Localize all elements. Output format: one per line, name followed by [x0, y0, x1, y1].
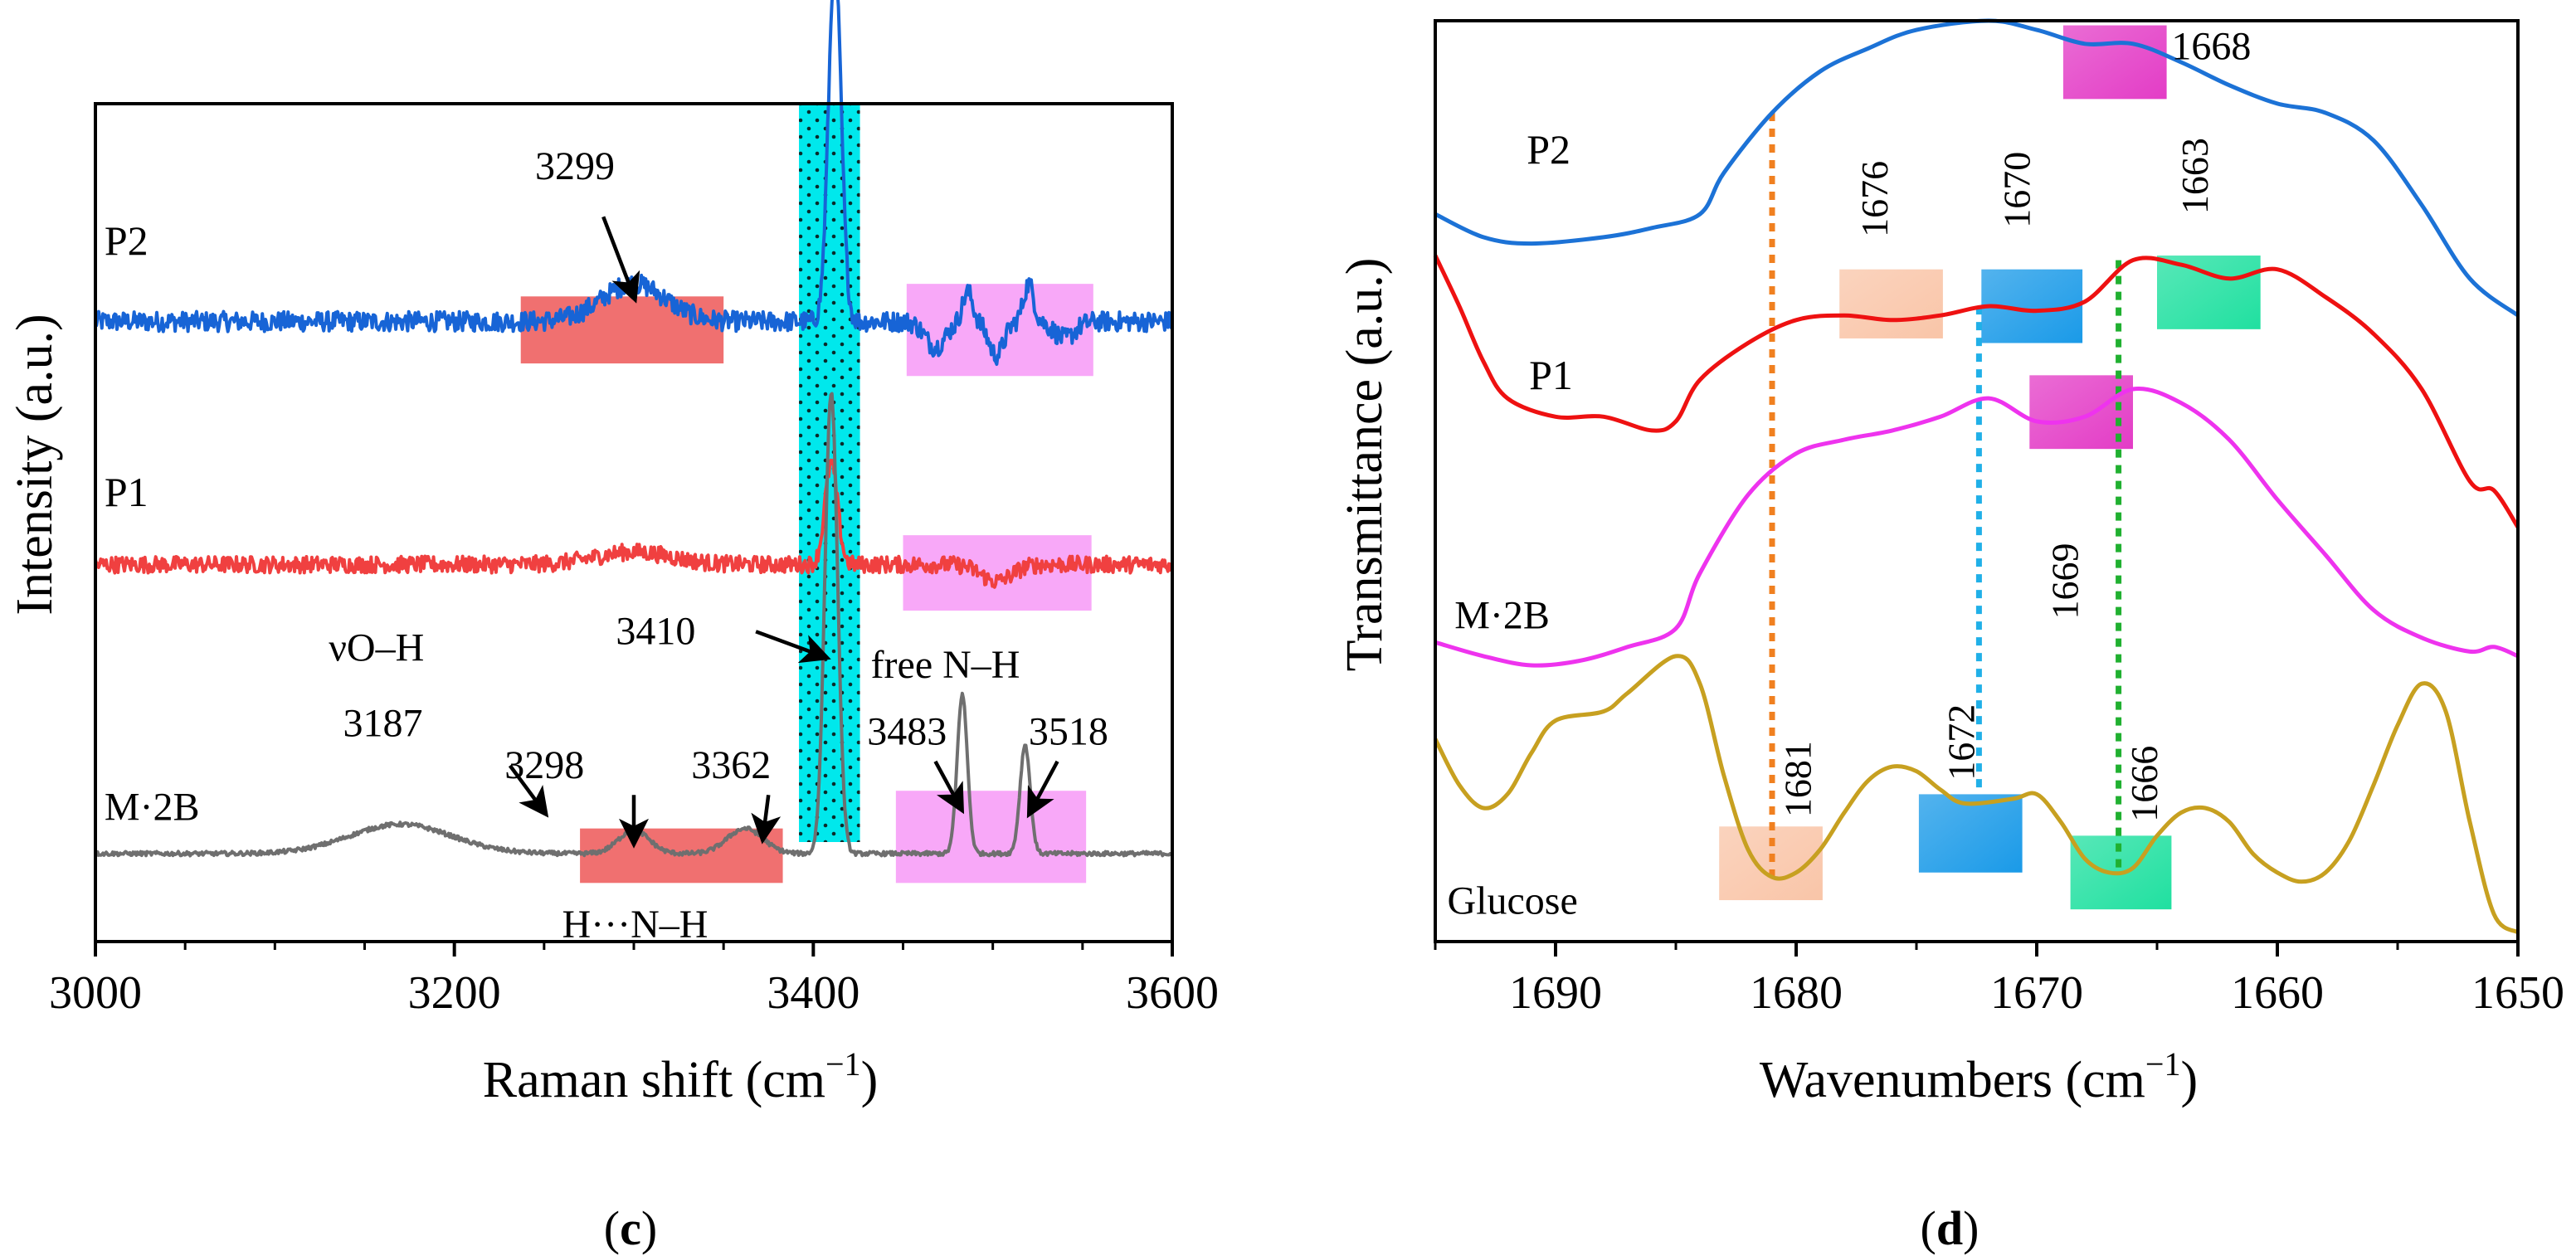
d-label-0: P2 [1527, 126, 1570, 173]
d-x-axis-label: Wavenumbers (cm−1) [1760, 1045, 2198, 1108]
d-x-tick-label-3: 1660 [2231, 967, 2324, 1019]
d-annotation-labels: P2 P1 M·2B Glucose 1668 1676 1670 1663 1669 1681 1… [1448, 25, 2252, 923]
c-label-5: 3187 [343, 702, 423, 746]
c-arrow-0 [601, 216, 640, 304]
c-arrow-6 [1026, 760, 1059, 819]
d-plot-frame [1434, 19, 2520, 943]
c-label-7: 3362 [691, 743, 771, 787]
d-dotted-guides [1769, 113, 2122, 878]
c-y-axis-label: Intensity (a.u.) [7, 314, 63, 615]
c-annotation-arrows [508, 216, 1059, 849]
c-label-11: 3518 [1029, 710, 1108, 754]
d-label-4: 1668 [2171, 25, 2251, 69]
d-label-7: 1663 [2174, 138, 2216, 214]
d-series-line-3 [1433, 654, 2520, 935]
c-x-tick-label-1: 3200 [408, 967, 501, 1019]
c-arrow-5 [933, 760, 965, 815]
panel-c-raman-chart: P2 P1 M·2B 3299 νO–H 3187 3298 3362 3410 free N–H… [7, 0, 1219, 1255]
c-highlight-box-2 [903, 535, 1092, 611]
d-label-5: 1676 [1853, 161, 1896, 237]
c-series-lines [94, 0, 1174, 858]
c-label-12: H···N–H [562, 903, 708, 947]
d-label-3: Glucose [1448, 879, 1578, 923]
d-label-2: M·2B [1454, 594, 1550, 638]
c-label-6: 3298 [504, 743, 584, 787]
c-panel-label: (c) [604, 1201, 657, 1255]
d-x-tick-label-1: 1680 [1750, 967, 1843, 1019]
d-highlight-box-3 [2157, 256, 2261, 329]
c-x-tick-label-2: 3400 [767, 967, 859, 1019]
c-label-4: νO–H [329, 626, 424, 670]
c-arrow-1 [508, 764, 549, 818]
c-x-tick-label-0: 3000 [49, 967, 142, 1019]
d-label-1: P1 [1529, 352, 1573, 398]
c-x-axis-label: Raman shift (cm−1) [483, 1045, 878, 1108]
c-axes: 3000 3200 3400 3600 [49, 102, 1219, 1019]
d-label-11: 1666 [2123, 746, 2165, 822]
d-label-8: 1669 [2043, 543, 2086, 620]
c-highlight-box-4 [895, 791, 1087, 884]
c-label-2: M·2B [105, 786, 200, 830]
c-annotation-labels: P2 P1 M·2B 3299 νO–H 3187 3298 3362 3410 free N–H… [105, 144, 1108, 947]
d-series-line-0 [1434, 18, 2520, 318]
d-series-line-1 [1433, 254, 2520, 528]
c-label-3: 3299 [535, 144, 615, 188]
c-arrow-4 [755, 630, 831, 664]
d-panel-label: (d) [1921, 1201, 1979, 1255]
d-y-axis-label: Transmittance (a.u.) [1337, 258, 1393, 672]
d-x-tick-label-0: 1690 [1509, 967, 1602, 1019]
d-label-6: 1670 [1995, 152, 2038, 228]
c-x-tick-label-3: 3600 [1126, 967, 1219, 1019]
c-label-9: free N–H [871, 643, 1020, 687]
d-series-lines [1433, 18, 2520, 935]
d-highlight-box-1 [1839, 269, 1943, 338]
d-label-9: 1681 [1776, 741, 1819, 817]
d-highlight-box-6 [1918, 794, 2023, 873]
d-series-line-2 [1434, 387, 2519, 668]
d-highlight-box-0 [2062, 25, 2167, 100]
d-x-tick-label-2: 1670 [1990, 967, 2083, 1019]
c-label-1: P1 [105, 469, 149, 515]
c-label-0: P2 [105, 217, 149, 264]
c-series-line-1 [94, 458, 1174, 589]
d-x-tick-label-4: 1650 [2471, 967, 2564, 1019]
c-label-8: 3410 [616, 609, 695, 653]
d-label-10: 1672 [1941, 704, 1983, 781]
c-label-10: 3483 [867, 710, 947, 754]
d-axes: 1690 1680 1670 1660 1650 [1434, 19, 2564, 1019]
c-arrow-3 [751, 794, 782, 845]
